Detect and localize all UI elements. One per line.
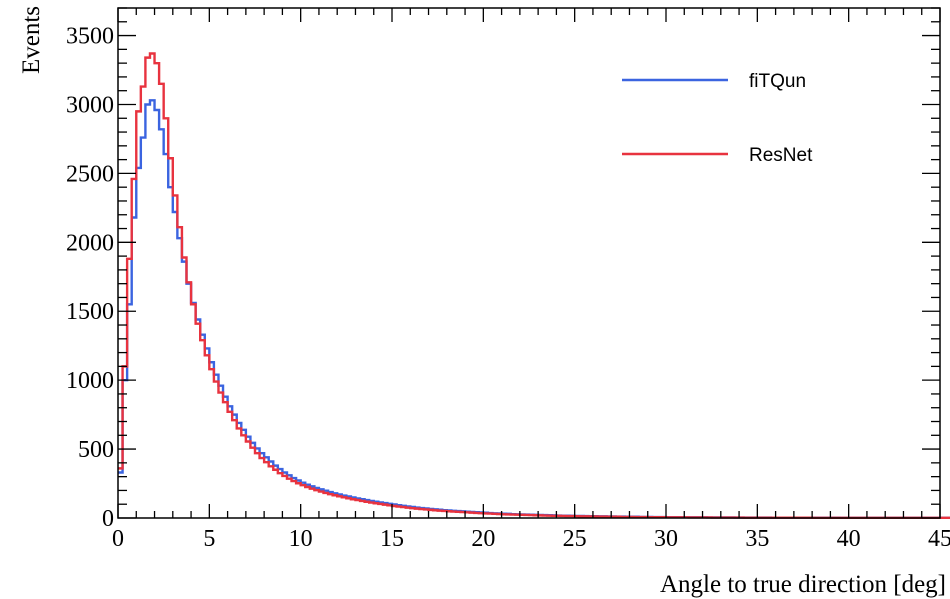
y-tick-label: 3500	[66, 24, 114, 50]
y-tick-label: 3000	[66, 92, 114, 118]
y-tick-label: 1500	[66, 299, 114, 325]
x-tick-label: 0	[112, 526, 124, 552]
axes: 0 5 10 15 20 25 30 35 40 45 0 500 1000 1500 2000 2500 30…	[66, 7, 950, 552]
y-tick-label: 2000	[66, 230, 114, 256]
x-tick-label: 20	[471, 526, 495, 552]
y-axis-title: Events	[18, 6, 45, 74]
x-tick-label: 10	[289, 526, 313, 552]
y-tick-label: 2500	[66, 161, 114, 187]
x-tick-label: 45	[928, 526, 950, 552]
legend: fiTQun ResNet	[622, 71, 813, 166]
x-tick-label: 15	[380, 526, 404, 552]
y-tick-label: 0	[102, 506, 114, 532]
x-tick-label: 40	[837, 526, 861, 552]
x-tick-label: 5	[203, 526, 215, 552]
x-tick-label: 30	[654, 526, 678, 552]
x-tick-label: 25	[563, 526, 587, 552]
series-line-fitqun	[118, 99, 950, 520]
plot-frame	[117, 7, 941, 519]
x-axis-title: Angle to true direction [deg]	[660, 571, 946, 598]
series-line-resnet	[118, 52, 950, 520]
y-tick-label: 1000	[66, 368, 114, 394]
legend-label-resnet: ResNet	[749, 145, 813, 166]
x-tick-label: 35	[745, 526, 769, 552]
plot-area	[118, 52, 950, 520]
legend-label-fitqun: fiTQun	[749, 71, 806, 92]
y-tick-label: 500	[78, 437, 114, 463]
